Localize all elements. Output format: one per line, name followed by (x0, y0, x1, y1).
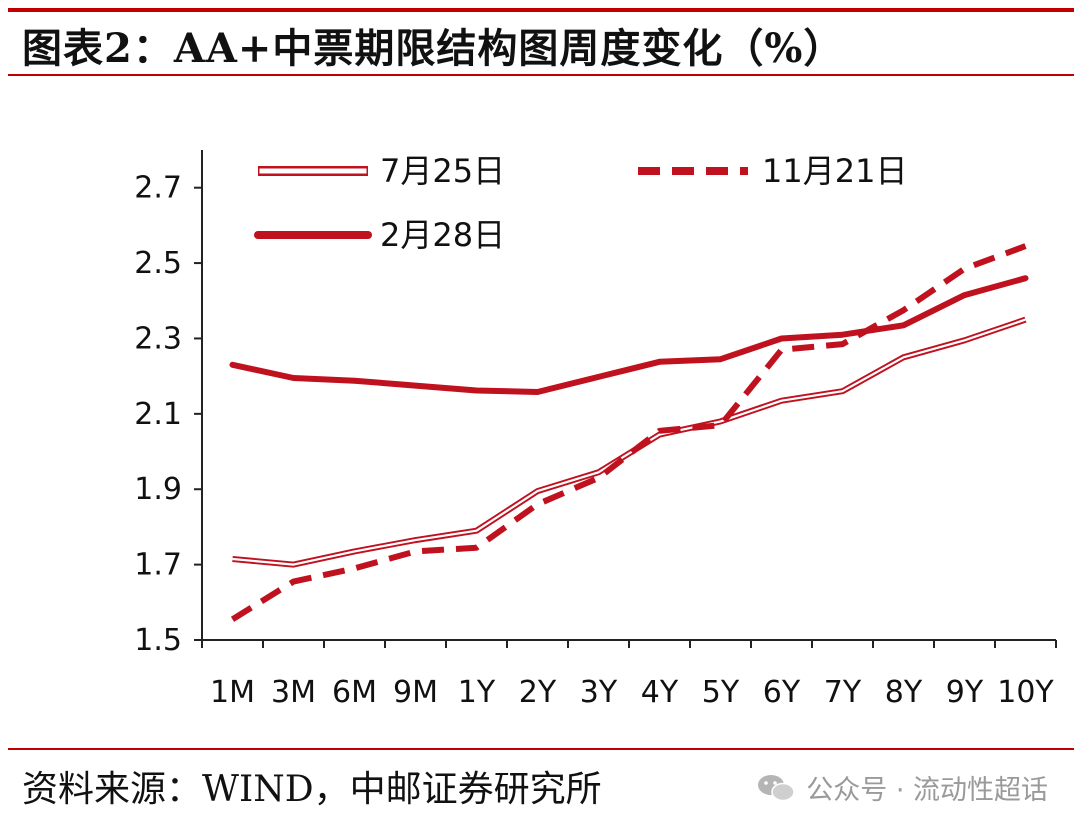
y-tick-label: 2.5 (134, 246, 182, 281)
x-tick-label: 2Y (519, 675, 557, 710)
x-tick-label: 9M (393, 675, 438, 710)
bottom-rule (8, 748, 1074, 750)
y-tick-label: 1.9 (134, 472, 182, 507)
x-tick-label: 9Y (946, 675, 984, 710)
series-line (229, 275, 1029, 395)
source-note: 资料来源：WIND，中邮证券研究所 (22, 769, 602, 810)
x-tick-label: 10Y (997, 675, 1054, 710)
y-tick-label: 2.3 (134, 321, 182, 356)
title-underline (8, 74, 1074, 76)
legend-label: 11月21日 (762, 152, 907, 190)
y-tick-label: 1.7 (134, 548, 182, 583)
series-line-inner (232, 318, 1026, 566)
legend-label: 2月28日 (380, 216, 505, 254)
chart-title: 图表2：AA+中票期限结构图周度变化（%） (22, 25, 845, 72)
x-tick-label: 7Y (824, 675, 862, 710)
watermark-text: 公众号 · 流动性超话 (806, 775, 1048, 806)
x-tick-label: 8Y (885, 675, 923, 710)
top-rule (8, 8, 1074, 12)
y-tick-label: 1.5 (134, 623, 182, 658)
x-tick-label: 6Y (763, 675, 801, 710)
x-tick-label: 1Y (458, 675, 496, 710)
x-tick-label: 4Y (641, 675, 679, 710)
x-tick-label: 5Y (702, 675, 740, 710)
x-tick-label: 6M (332, 675, 377, 710)
watermark: 公众号 · 流动性超话 (756, 768, 1048, 807)
y-tick-label: 2.1 (134, 397, 182, 432)
line-chart: 1.5 1.7 1.9 2.1 2.3 2.5 2.7 1M 3M 6M 9M 1Y 2Y 3Y 4Y 5Y 6… (134, 150, 1057, 710)
series-line (230, 243, 1027, 622)
legend-label: 7月25日 (380, 152, 505, 190)
x-tick-label: 3Y (580, 675, 618, 710)
wechat-icon (758, 774, 795, 801)
x-tick-label: 3M (271, 675, 316, 710)
x-tick-label: 1M (210, 675, 255, 710)
y-tick-label: 2.7 (134, 171, 182, 206)
